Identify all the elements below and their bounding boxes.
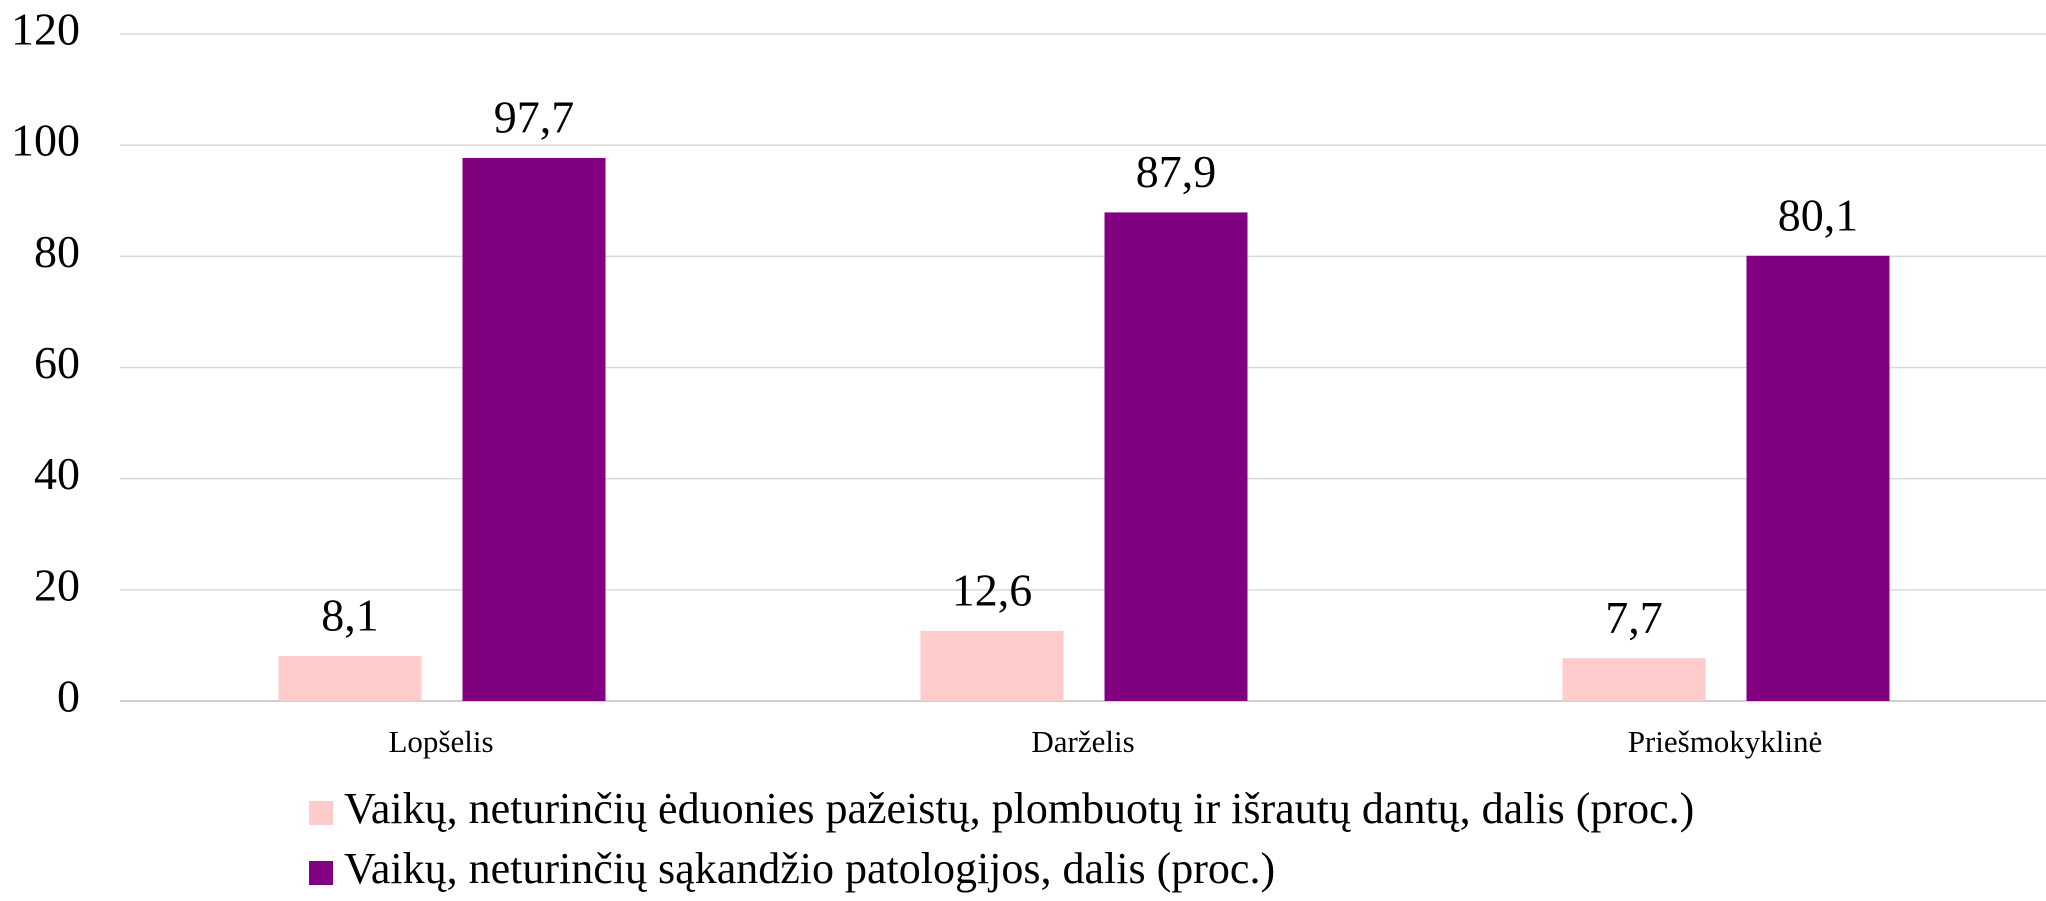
bar [278,655,422,701]
y-tick-label: 120 [11,4,80,55]
data-label: 87,9 [1136,146,1217,197]
bar [462,157,606,702]
legend-label: Vaikų, neturinčių sąkandžio patologijos,… [344,844,1275,893]
y-tick-label: 40 [34,448,80,499]
data-label: 12,6 [952,565,1033,616]
legend-label: Vaikų, neturinčių ėduonies pažeistų, plo… [344,784,1694,833]
x-tick-label: Lopšelis [388,724,493,759]
y-tick-label: 0 [57,671,80,722]
data-label: 80,1 [1778,189,1859,240]
data-label: 8,1 [321,590,379,641]
bar [1746,255,1890,701]
y-tick-label: 100 [11,115,80,166]
x-tick-label: Priešmokyklinė [1628,724,1823,759]
bar [1562,658,1706,701]
legend-swatch [309,801,333,825]
y-tick-label: 80 [34,226,80,277]
x-tick-label: Darželis [1031,724,1134,759]
y-tick-label: 20 [34,559,80,610]
data-label: 7,7 [1605,592,1663,643]
data-label: 97,7 [494,92,575,143]
legend-swatch [309,861,333,885]
bar [1104,212,1248,702]
bar [920,630,1064,701]
y-tick-label: 60 [34,337,80,388]
